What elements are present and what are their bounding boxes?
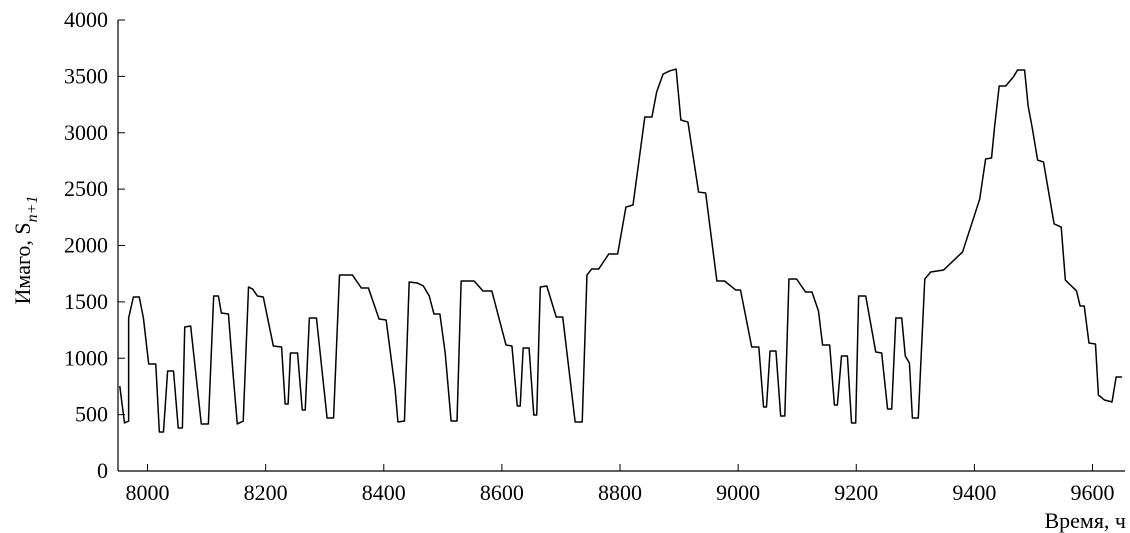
y-axis-label-subscript: n+1 <box>24 196 41 223</box>
y-tick-label: 3000 <box>64 120 108 145</box>
x-tick-label: 8600 <box>480 480 524 505</box>
y-axis-label-main: Имаго, S <box>10 222 35 304</box>
y-tick-label: 2500 <box>64 176 108 201</box>
x-axis-label: Время, ч <box>1044 508 1126 533</box>
y-tick-label: 2000 <box>64 233 108 258</box>
data-line <box>119 68 1123 433</box>
y-tick-label: 1500 <box>64 289 108 314</box>
y-tick-label: 500 <box>75 402 108 427</box>
y-tick-label: 1000 <box>64 345 108 370</box>
y-tick-label: 0 <box>97 458 108 483</box>
x-tick-label: 9200 <box>834 480 878 505</box>
y-tick-label: 4000 <box>64 7 108 32</box>
x-tick-label: 8200 <box>244 480 288 505</box>
x-tick-label: 9400 <box>952 480 996 505</box>
x-tick-label: 8000 <box>126 480 170 505</box>
x-tick-label: 8800 <box>598 480 642 505</box>
y-axis-label: Имаго, Sn+1 <box>10 196 41 305</box>
x-tick-label: 9600 <box>1071 480 1115 505</box>
x-tick-label: 8400 <box>362 480 406 505</box>
y-tick-label: 3500 <box>64 63 108 88</box>
x-tick-label: 9000 <box>716 480 760 505</box>
